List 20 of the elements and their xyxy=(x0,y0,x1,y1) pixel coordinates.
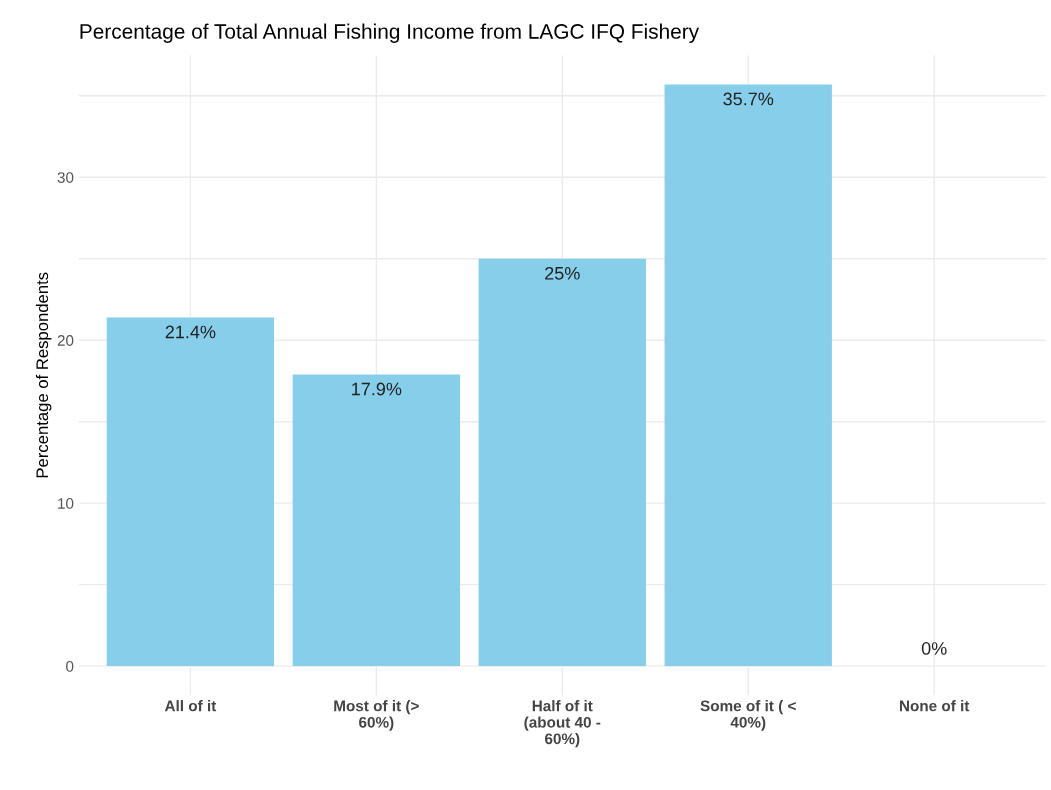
y-tick-label: 20 xyxy=(57,335,74,346)
x-tick-label: Half of it (about 40 - 60%) xyxy=(524,700,601,748)
bar xyxy=(292,374,461,667)
chart-title: Percentage of Total Annual Fishing Income from LAGC IFQ Fishery xyxy=(80,23,700,43)
y-tick-label: 30 xyxy=(57,172,74,183)
x-tick-label: All of it xyxy=(164,700,217,712)
y-axis-title: Percentage of Respondents xyxy=(35,272,52,478)
data-label: 21.4% xyxy=(165,325,216,339)
bar xyxy=(478,258,646,667)
x-tick-label: Most of it (> 60%) xyxy=(334,700,419,731)
bar xyxy=(664,84,832,667)
data-label: 25% xyxy=(545,266,580,280)
y-tick-label: 10 xyxy=(58,498,74,509)
data-label: 0% xyxy=(921,642,947,655)
data-label: 35.7% xyxy=(723,92,774,106)
y-tick-label: 0 xyxy=(66,660,74,672)
data-label: 17.9% xyxy=(352,382,402,396)
x-tick-label: None of it xyxy=(899,700,970,712)
x-tick-label: Some of it ( < 40%) xyxy=(700,700,796,731)
bar xyxy=(106,317,275,667)
